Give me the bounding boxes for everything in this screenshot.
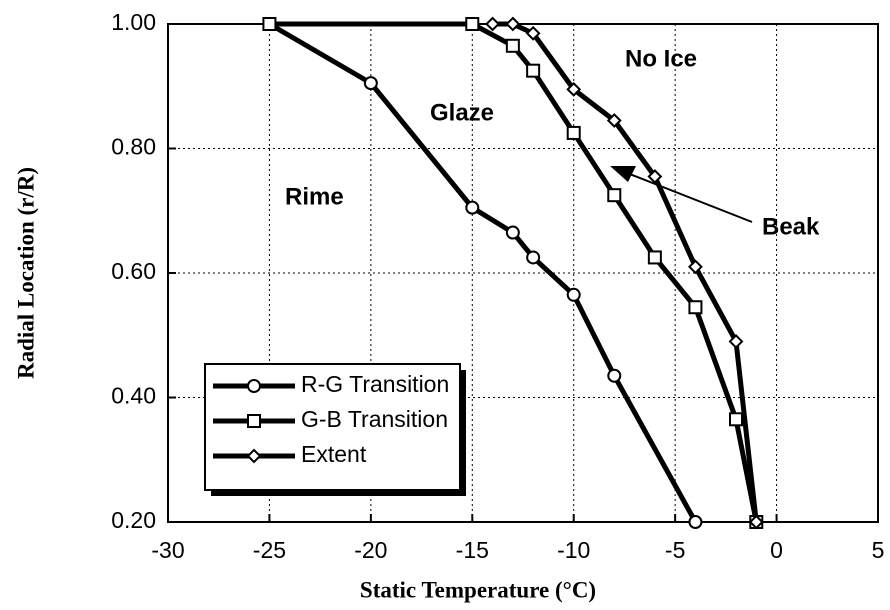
y-tick-label: 1.00 xyxy=(111,9,156,35)
x-tick-label: -25 xyxy=(253,537,286,563)
x-tick-label: 5 xyxy=(872,537,885,563)
marker xyxy=(607,188,622,203)
x-tick-label: -10 xyxy=(557,537,590,563)
marker xyxy=(728,334,744,349)
beak-arrow xyxy=(610,166,753,223)
x-tick-label: -15 xyxy=(456,537,489,563)
marker xyxy=(262,17,277,31)
marker xyxy=(246,448,262,464)
annotation: Rime xyxy=(285,183,344,210)
marker xyxy=(606,113,622,128)
y-tick-label: 0.40 xyxy=(111,383,156,409)
y-tick-label: 0.20 xyxy=(111,507,156,533)
marker xyxy=(247,379,261,393)
y-tick-label: 0.60 xyxy=(111,258,156,284)
marker xyxy=(525,25,541,41)
annotation: Glaze xyxy=(430,99,494,126)
marker xyxy=(729,412,743,427)
plot-frame xyxy=(167,23,879,523)
legend-label: G-B Transition xyxy=(301,406,448,432)
marker xyxy=(485,16,500,32)
x-tick-label: -30 xyxy=(151,537,184,563)
x-tick-label: -5 xyxy=(665,537,685,563)
marker xyxy=(566,125,581,140)
legend: R-G Transition G-B Transition Extent xyxy=(204,363,466,496)
marker xyxy=(505,38,520,53)
legend-label: R-G Transition xyxy=(301,371,449,397)
marker xyxy=(688,515,703,529)
marker xyxy=(465,17,480,31)
marker xyxy=(647,250,662,265)
marker xyxy=(566,287,581,302)
marker xyxy=(748,514,764,530)
series-line xyxy=(269,21,759,523)
series-line xyxy=(268,21,698,524)
marker xyxy=(505,225,520,240)
y-tick-label: 0.80 xyxy=(111,134,156,160)
marker xyxy=(688,300,703,315)
x-axis-label: Static Temperature (°C) xyxy=(360,577,596,602)
marker xyxy=(607,368,622,383)
marker xyxy=(566,81,582,97)
marker xyxy=(247,414,261,428)
annotation: No Ice xyxy=(625,45,697,72)
marker xyxy=(526,63,541,78)
marker xyxy=(526,250,541,265)
annotation: Beak xyxy=(762,213,820,240)
marker xyxy=(505,16,521,32)
marker xyxy=(647,169,663,184)
x-tick-label: -20 xyxy=(354,537,387,563)
marker xyxy=(363,76,378,91)
x-tick-label: 0 xyxy=(770,537,783,563)
marker xyxy=(465,200,480,215)
y-axis-label: Radial Location (r/R) xyxy=(13,167,38,379)
marker xyxy=(688,259,703,275)
legend-label: Extent xyxy=(301,441,367,467)
